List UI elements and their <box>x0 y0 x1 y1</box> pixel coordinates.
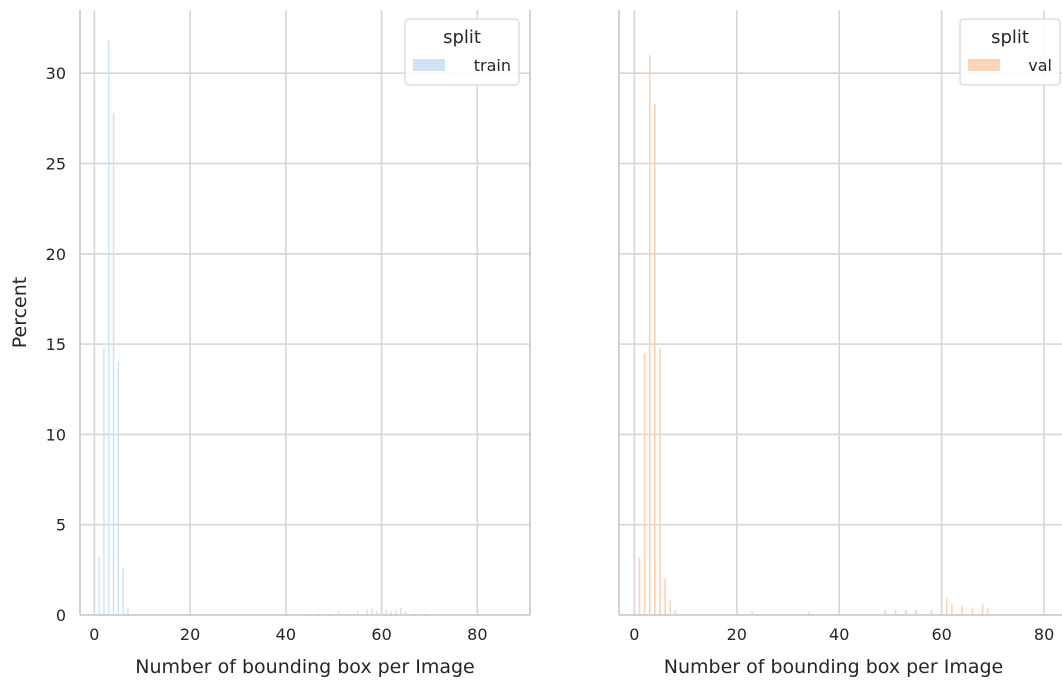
bar-val-7 <box>669 600 672 615</box>
bar-val-62 <box>951 604 953 615</box>
bar-train-69 <box>423 613 426 615</box>
bar-val-5 <box>659 347 661 615</box>
y-tick-label: 0 <box>56 606 66 625</box>
y-tick-label: 15 <box>46 335 66 354</box>
y-tick-label: 10 <box>46 425 66 444</box>
x-tick-label: 40 <box>829 625 849 644</box>
x-tick-label: 60 <box>371 625 391 644</box>
bar-val-68 <box>981 604 984 615</box>
bar-val-8 <box>674 609 677 615</box>
x-tick-label: 40 <box>276 625 296 644</box>
legend-swatch-val <box>968 59 1000 71</box>
bar-train-7 <box>127 607 129 615</box>
x-tick-label: 60 <box>931 625 951 644</box>
bar-train-64 <box>399 607 402 615</box>
x-tick-label: 0 <box>89 625 99 644</box>
x-tick-label: 80 <box>1034 625 1054 644</box>
bar-val-58 <box>930 609 933 615</box>
bar-train-4 <box>112 112 115 615</box>
legend: split train <box>404 18 520 86</box>
bar-val-6 <box>664 578 666 615</box>
bar-val-64 <box>961 605 963 615</box>
x-tick-label: 80 <box>467 625 487 644</box>
bar-train-55 <box>356 611 359 615</box>
x-axis-label: Number of bounding box per Image <box>664 656 1003 678</box>
bar-train-59 <box>376 611 378 615</box>
bar-val-51 <box>894 609 897 615</box>
bar-train-3 <box>107 40 110 616</box>
y-axis-label: Percent <box>9 277 31 349</box>
bar-val-53 <box>904 609 907 615</box>
chart-panel-1: 0 20 40 60 80 0 5 10 15 20 25 30 Number of bounding … <box>9 10 531 678</box>
bar-train-58 <box>371 607 373 615</box>
y-tick-label: 20 <box>46 245 66 264</box>
bar-val-55 <box>915 609 917 615</box>
legend: split val <box>959 18 1061 86</box>
legend-title: split <box>443 27 481 48</box>
legend-title: split <box>991 27 1029 48</box>
bar-val-3 <box>648 55 651 616</box>
chart-panel-2: 0 20 40 60 80 Number of bounding box per Imag… <box>618 10 1062 678</box>
bar-val-66 <box>971 607 974 615</box>
bar-val-69 <box>986 607 989 615</box>
bar-train-2 <box>103 347 105 615</box>
bar-train-63 <box>395 609 397 615</box>
bar-val-23 <box>751 611 753 615</box>
y-tick-label: 30 <box>46 64 66 83</box>
bar-train-61 <box>385 609 388 615</box>
bar-train-1 <box>98 557 100 615</box>
bar-val-20 <box>735 609 738 615</box>
bar-val-61 <box>945 598 948 615</box>
bar-train-47 <box>318 613 321 615</box>
x-tick-label: 0 <box>629 625 639 644</box>
x-axis-label: Number of bounding box per Image <box>135 656 474 678</box>
bar-train-67 <box>414 613 416 615</box>
bar-train-5 <box>117 362 120 615</box>
y-tick-label: 25 <box>46 155 66 174</box>
bar-val-4 <box>654 103 656 615</box>
bar-train-6 <box>122 568 124 615</box>
bar-train-51 <box>337 611 340 615</box>
bar-train-57 <box>366 609 368 615</box>
bar-train-49 <box>328 613 330 615</box>
legend-label-train: train <box>474 56 511 75</box>
bar-val-49 <box>884 609 887 615</box>
x-tick-label: 20 <box>727 625 747 644</box>
y-tick-label: 5 <box>56 516 66 535</box>
bar-train-53 <box>347 613 349 615</box>
legend-label-val: val <box>1028 56 1052 75</box>
bar-train-62 <box>390 611 392 615</box>
bar-train-45 <box>309 613 311 615</box>
bar-val-2 <box>643 353 646 615</box>
x-tick-label: 20 <box>180 625 200 644</box>
bar-val-34 <box>807 611 810 615</box>
bar-train-65 <box>404 611 407 615</box>
bar-val-1 <box>638 557 641 615</box>
legend-swatch-train <box>413 59 445 71</box>
